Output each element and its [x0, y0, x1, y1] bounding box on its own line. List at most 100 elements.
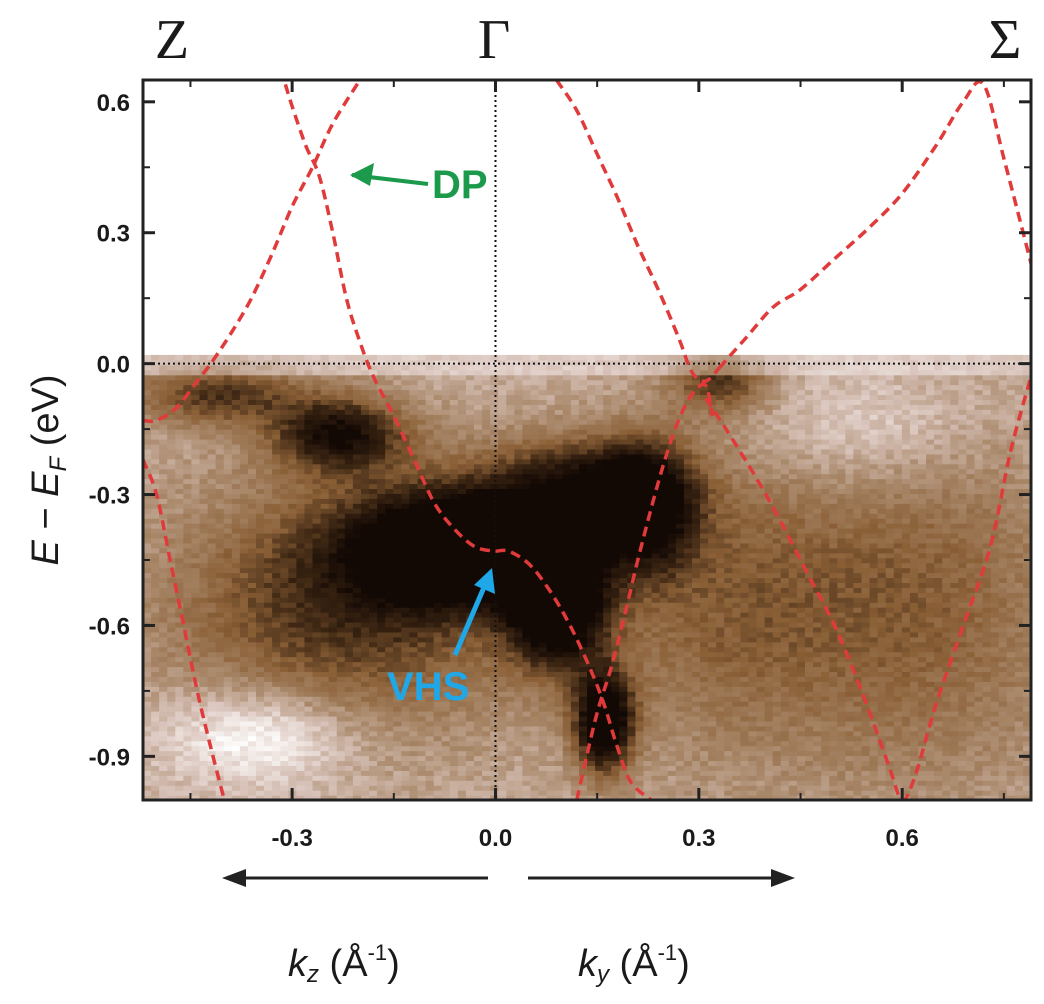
heatmap-cell: [772, 626, 782, 633]
heatmap-cell: [433, 770, 443, 776]
heatmap-cell: [280, 681, 289, 687]
heatmap-cell: [199, 626, 209, 633]
heatmap-cell: [740, 725, 750, 732]
heatmap-cell: [675, 661, 685, 668]
heatmap-cell: [885, 755, 895, 762]
heatmap-cell: [352, 617, 362, 623]
heatmap-cell: [256, 710, 265, 717]
heatmap-cell: [893, 626, 903, 633]
heatmap-cell: [546, 607, 556, 613]
heatmap-cell: [691, 612, 701, 618]
heatmap-cell: [877, 656, 887, 663]
heatmap-cell: [756, 760, 766, 766]
heatmap-cell: [183, 621, 193, 628]
heatmap-cell: [304, 626, 314, 633]
heatmap-cell: [869, 715, 879, 722]
heatmap-cell: [1014, 760, 1024, 766]
heatmap-cell: [837, 706, 846, 712]
heatmap-cell: [352, 715, 362, 722]
heatmap-cell: [425, 671, 435, 677]
heatmap-cell: [223, 607, 233, 613]
heatmap-cell: [352, 755, 362, 762]
heatmap-cell: [360, 681, 370, 687]
heatmap-cell: [417, 607, 427, 613]
heatmap-cell: [740, 597, 750, 603]
heatmap-cell: [425, 617, 435, 623]
heatmap-cell: [562, 715, 572, 722]
heatmap-cell: [191, 770, 201, 776]
heatmap-cell: [530, 745, 540, 752]
heatmap-cell: [683, 631, 693, 638]
heatmap-cell: [377, 790, 386, 796]
heatmap-cell: [207, 706, 217, 712]
heatmap-cell: [175, 790, 184, 796]
heatmap-cell: [708, 765, 717, 771]
heatmap-cell: [796, 775, 806, 781]
heatmap-cell: [562, 735, 572, 742]
heatmap-cell: [554, 790, 564, 796]
heatmap-cell: [409, 661, 419, 668]
heatmap-cell: [352, 686, 362, 692]
heatmap-cell: [191, 636, 201, 643]
heatmap-cell: [465, 587, 475, 593]
heatmap-cell: [643, 755, 653, 762]
heatmap-cell: [514, 775, 524, 781]
heatmap-cell: [861, 641, 871, 648]
heatmap-cell: [756, 592, 766, 598]
heatmap-cell: [151, 621, 160, 628]
heatmap-cell: [788, 681, 798, 687]
heatmap-cell: [611, 661, 620, 668]
heatmap-cell: [821, 775, 830, 781]
heatmap-cell: [425, 631, 435, 638]
heatmap-cell: [1006, 720, 1016, 727]
heatmap-cell: [151, 656, 160, 663]
heatmap-cell: [675, 755, 685, 762]
heatmap-cell: [231, 775, 241, 781]
heatmap-cell: [296, 641, 306, 648]
heatmap-cell: [1006, 681, 1016, 687]
heatmap-cell: [296, 582, 306, 588]
heatmap-cell: [700, 671, 709, 677]
heatmap-cell: [401, 587, 410, 593]
heatmap-cell: [1014, 666, 1024, 673]
heatmap-cell: [756, 790, 766, 796]
heatmap-cell: [893, 725, 903, 732]
heatmap-cell: [199, 621, 209, 628]
heatmap-cell: [708, 597, 717, 603]
heatmap-cell: [885, 691, 895, 697]
heatmap-cell: [223, 636, 233, 643]
heatmap-cell: [934, 686, 943, 692]
heatmap-cell: [256, 686, 265, 692]
heatmap-cell: [829, 592, 838, 598]
heatmap-cell: [264, 676, 273, 682]
heatmap-cell: [143, 725, 152, 732]
heatmap-cell: [974, 691, 984, 697]
heatmap-cell: [926, 681, 935, 687]
heatmap-cell: [143, 636, 152, 643]
heatmap-cell: [457, 592, 467, 598]
heatmap-cell: [530, 582, 540, 588]
heatmap-cell: [498, 701, 507, 707]
heatmap-cell: [272, 597, 281, 603]
heatmap-cell: [974, 725, 984, 732]
heatmap-cell: [264, 780, 273, 786]
heatmap-cell: [716, 676, 725, 682]
heatmap-cell: [909, 676, 919, 682]
heatmap-cell: [336, 755, 346, 762]
heatmap-cell: [328, 760, 338, 766]
heatmap-cell: [530, 656, 540, 663]
heatmap-cell: [272, 785, 281, 791]
heatmap-cell: [982, 602, 992, 608]
heatmap-cell: [901, 755, 911, 762]
heatmap-cell: [256, 730, 265, 737]
heatmap-cell: [522, 676, 532, 682]
heatmap-cell: [708, 780, 717, 786]
heatmap-cell: [304, 617, 314, 623]
heatmap-cell: [344, 587, 354, 593]
heatmap-cell: [611, 617, 620, 623]
heatmap-cell: [506, 656, 515, 663]
heatmap-cell: [385, 681, 394, 687]
heatmap-cell: [724, 607, 733, 613]
heatmap-cell: [764, 661, 774, 668]
heatmap-cell: [796, 646, 806, 653]
